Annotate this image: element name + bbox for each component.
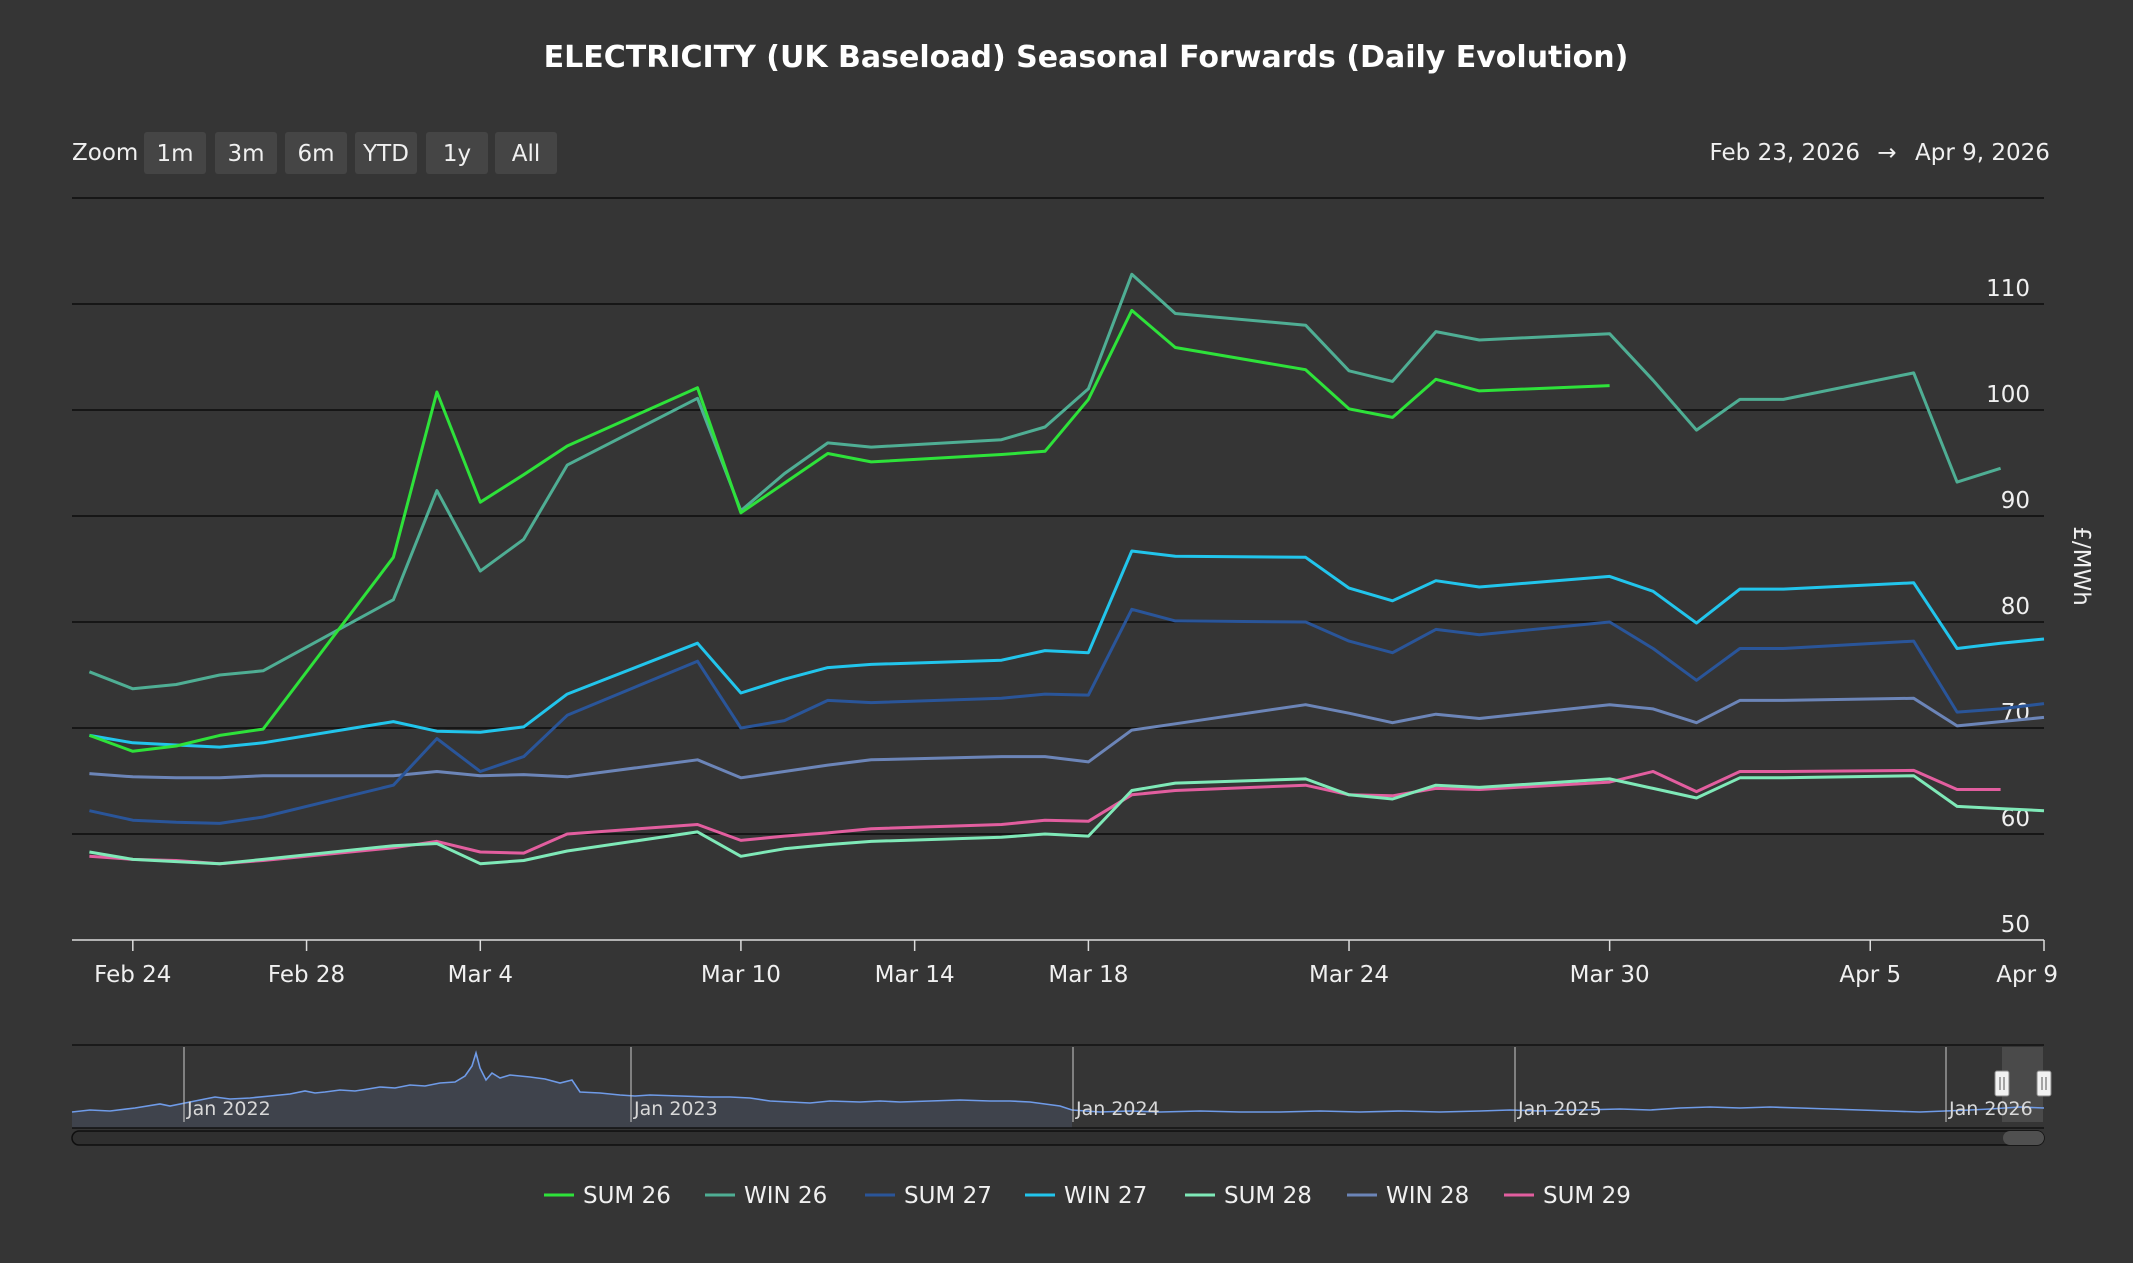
x-tick-label: Mar 10 [701,962,781,988]
x-tick-label: Mar 4 [448,962,513,988]
navigator-left-handle-icon[interactable] [1994,1070,2010,1097]
legend-item-sum-26[interactable]: SUM 26 [544,1183,671,1209]
zoom-ytd-label: YTD [362,141,409,167]
zoom-6m-label: 6m [297,141,334,167]
legend-item-sum-27[interactable]: SUM 27 [865,1183,992,1209]
range-from[interactable]: Feb 23, 2026 [1710,140,1860,166]
zoom-3m-button[interactable]: 3m [215,132,277,174]
zoom-3m-label: 3m [227,141,264,167]
legend-label: WIN 26 [744,1183,827,1209]
series-line-win-28[interactable] [89,696,2045,780]
navigator-history-area [72,1053,1072,1128]
legend-label: SUM 29 [1543,1183,1631,1209]
range-arrow: → [1877,140,1896,166]
series-lines [88,272,2045,866]
legend-label: WIN 27 [1064,1183,1147,1209]
zoom-1y-button[interactable]: 1y [426,132,488,174]
navigator-right-handle-icon[interactable] [2036,1070,2052,1097]
zoom-1m-label: 1m [156,141,193,167]
y-tick-label: 90 [2001,488,2030,514]
legend-item-win-28[interactable]: WIN 28 [1347,1183,1469,1209]
y-axis-label: £/MWh [2068,526,2094,606]
legend-label: SUM 28 [1224,1183,1312,1209]
x-tick-label: Apr 9 [1996,962,2058,988]
zoom-6m-button[interactable]: 6m [285,132,347,174]
zoom-controls: Zoom 1m 3m 6m YTD 1y All [72,132,557,174]
x-tick-label: Feb 28 [268,962,345,988]
navigator-label-2025: Jan 2025 [1517,1098,1602,1120]
navigator[interactable]: Jan 2022 Jan 2023 Jan 2024 Jan 2025 Jan … [71,1044,2052,1129]
zoom-all-label: All [512,141,541,167]
legend-item-win-26[interactable]: WIN 26 [705,1183,827,1209]
chart-title: ELECTRICITY (UK Baseload) Seasonal Forwa… [544,40,1629,75]
legend-label: SUM 26 [583,1183,671,1209]
grid [72,197,2044,835]
navigator-label-2024: Jan 2024 [1075,1098,1160,1120]
legend-label: WIN 28 [1386,1183,1469,1209]
legend: SUM 26 WIN 26 SUM 27 WIN 27 SUM 28 WIN 28 SUM … [544,1183,1631,1209]
zoom-all-button[interactable]: All [495,132,557,174]
x-tick-label: Apr 5 [1839,962,1901,988]
series-line-sum-27[interactable] [89,607,2045,825]
navigator-label-2022: Jan 2022 [186,1098,271,1120]
series-line-win-26[interactable] [88,272,2002,691]
x-tick-label: Mar 24 [1309,962,1389,988]
zoom-1m-button[interactable]: 1m [144,132,206,174]
zoom-label: Zoom [72,140,138,166]
navigator-label-2023: Jan 2023 [633,1098,718,1120]
x-tick-label: Feb 24 [94,962,171,988]
series-line-sum-28[interactable] [89,774,2045,866]
series-line-sum-26[interactable] [88,308,1610,753]
series-line-sum-29[interactable] [89,768,2001,866]
zoom-ytd-button[interactable]: YTD [355,132,417,174]
y-tick-label: 50 [2001,912,2030,938]
series-line-win-27[interactable] [89,549,2045,749]
legend-label: SUM 27 [904,1183,992,1209]
y-tick-label: 80 [2001,594,2030,620]
x-axis: Feb 24 Feb 28 Mar 4 Mar 10 Mar 14 Mar 18 Mar 2… [72,939,2058,988]
legend-item-sum-29[interactable]: SUM 29 [1504,1183,1631,1209]
date-range: Feb 23, 2026 → Apr 9, 2026 [1710,140,2050,166]
x-tick-label: Mar 30 [1570,962,1650,988]
legend-item-win-27[interactable]: WIN 27 [1025,1183,1147,1209]
legend-item-sum-28[interactable]: SUM 28 [1185,1183,1312,1209]
x-tick-label: Mar 14 [875,962,955,988]
zoom-1y-label: 1y [443,141,471,167]
navigator-history-line [71,1050,2045,1113]
y-tick-label: 110 [1986,276,2030,302]
navigator-scrollbar[interactable] [71,1130,2045,1146]
scrollbar-thumb[interactable] [2003,1131,2044,1145]
range-to[interactable]: Apr 9, 2026 [1915,140,2050,166]
y-tick-label: 100 [1986,382,2030,408]
x-tick-label: Mar 18 [1048,962,1128,988]
navigator-label-2026: Jan 2026 [1948,1098,2033,1120]
